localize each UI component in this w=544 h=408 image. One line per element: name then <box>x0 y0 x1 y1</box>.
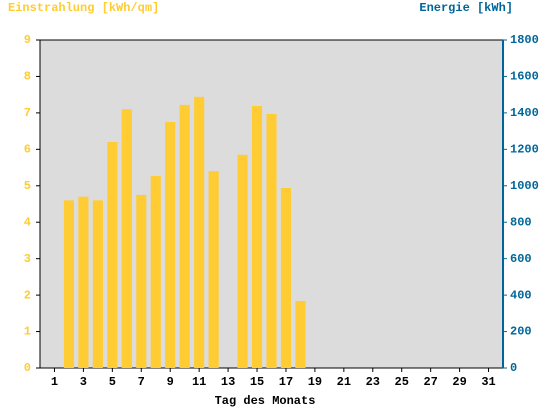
y-tick-label: 0 <box>24 361 31 375</box>
x-tick-label: 9 <box>167 375 174 389</box>
y-tick-label: 1 <box>24 325 31 339</box>
bar <box>78 196 89 368</box>
bar <box>208 171 219 368</box>
x-tick-label: 23 <box>366 375 380 389</box>
bar <box>266 113 277 368</box>
x-tick-label: 27 <box>423 375 437 389</box>
x-tick-label: 17 <box>279 375 293 389</box>
y2-tick-label: 400 <box>510 288 532 302</box>
right-axis-title: Energie [kWh] <box>419 1 513 15</box>
y-tick-label: 7 <box>24 106 31 120</box>
bar <box>165 122 176 368</box>
y-tick-label: 9 <box>24 33 31 47</box>
x-tick-label: 13 <box>221 375 235 389</box>
bar <box>179 104 190 369</box>
bar <box>121 109 132 368</box>
y2-tick-label: 1400 <box>510 106 539 120</box>
y-tick-label: 8 <box>24 70 31 84</box>
bar <box>136 194 147 368</box>
x-tick-label: 11 <box>192 375 206 389</box>
x-axis-title: Tag des Monats <box>215 394 316 408</box>
x-tick-label: 21 <box>337 375 351 389</box>
x-tick-label: 31 <box>481 375 495 389</box>
bar <box>92 200 103 368</box>
x-tick-label: 7 <box>138 375 145 389</box>
y2-tick-label: 1600 <box>510 70 539 84</box>
y2-tick-label: 0 <box>510 361 517 375</box>
y2-tick-label: 800 <box>510 215 532 229</box>
y2-tick-label: 1000 <box>510 179 539 193</box>
y-tick-label: 6 <box>24 143 31 157</box>
y2-tick-label: 200 <box>510 325 532 339</box>
bar <box>194 96 205 368</box>
y-tick-label: 2 <box>24 288 31 302</box>
left-axis-title: Einstrahlung [kWh/qm] <box>8 1 159 15</box>
bar <box>63 200 75 368</box>
x-tick-label: 5 <box>109 375 116 389</box>
bar <box>107 142 118 368</box>
y-tick-label: 4 <box>24 215 31 229</box>
x-tick-label: 15 <box>250 375 264 389</box>
x-tick-label: 25 <box>395 375 409 389</box>
bar <box>150 175 161 368</box>
y2-tick-label: 600 <box>510 252 532 266</box>
bar <box>251 105 263 368</box>
bar <box>280 187 292 368</box>
x-tick-label: 3 <box>80 375 87 389</box>
bar <box>237 154 248 368</box>
y2-tick-label: 1200 <box>510 143 539 157</box>
y-tick-label: 5 <box>24 179 31 193</box>
x-tick-label: 1 <box>51 375 58 389</box>
x-tick-label: 29 <box>452 375 466 389</box>
bar <box>295 300 306 368</box>
x-tick-label: 19 <box>308 375 322 389</box>
y-tick-label: 3 <box>24 252 31 266</box>
y2-tick-label: 1800 <box>510 33 539 47</box>
